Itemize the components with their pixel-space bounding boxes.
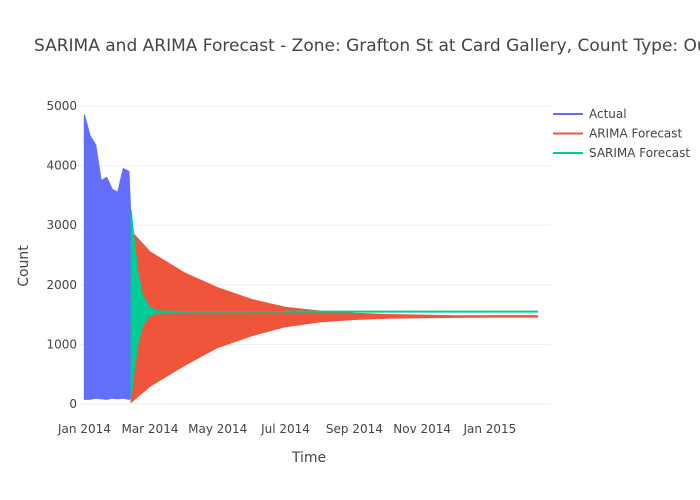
y-axis-title: Count — [16, 245, 32, 287]
y-tick-label: 5000 — [46, 99, 77, 113]
legend-item-sarima-forecast[interactable]: SARIMA Forecast — [553, 146, 690, 160]
x-axis-ticks: Jan 2014 Mar 2014 May 2014 Jul 2014 Sep 2014… — [57, 422, 516, 436]
series-arima-forecast — [130, 230, 539, 403]
y-tick-label: 1000 — [46, 337, 77, 351]
series-band — [130, 230, 539, 403]
x-tick-label: Jan 2015 — [462, 422, 516, 436]
y-tick-label: 4000 — [46, 159, 77, 173]
x-axis-title: Time — [291, 450, 326, 466]
legend-label: Actual — [589, 107, 627, 121]
series-layer — [83, 114, 539, 403]
legend-label: SARIMA Forecast — [589, 146, 690, 160]
y-tick-label: 2000 — [46, 278, 77, 292]
legend[interactable]: Actual ARIMA Forecast SARIMA Forecast — [553, 107, 690, 160]
x-tick-label: Mar 2014 — [121, 422, 178, 436]
legend-item-actual[interactable]: Actual — [553, 107, 627, 121]
x-tick-label: Nov 2014 — [393, 422, 451, 436]
series-sarima-forecast — [130, 209, 539, 399]
legend-item-arima-forecast[interactable]: ARIMA Forecast — [553, 127, 683, 141]
x-tick-label: Sep 2014 — [326, 422, 383, 436]
x-tick-label: May 2014 — [188, 422, 247, 436]
x-tick-label: Jan 2014 — [57, 422, 111, 436]
legend-label: ARIMA Forecast — [589, 127, 683, 141]
y-axis-ticks: 0 1000 2000 3000 4000 5000 — [46, 99, 77, 411]
y-tick-label: 3000 — [46, 218, 77, 232]
y-tick-label: 0 — [69, 397, 77, 411]
x-tick-label: Jul 2014 — [260, 422, 310, 436]
chart-title: SARIMA and ARIMA Forecast - Zone: Grafto… — [34, 36, 700, 56]
